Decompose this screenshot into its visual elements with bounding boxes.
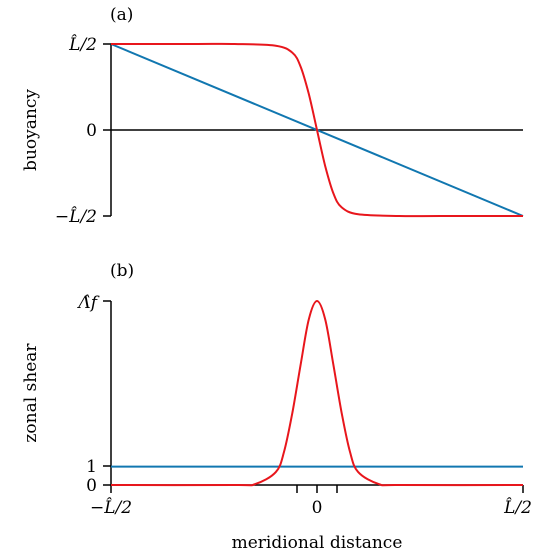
panel-b: (b) zonal shear Λ̂f 1 0 −L̂/2 0 L̂/2 mer… (21, 261, 532, 553)
panel-b-label: (b) (110, 261, 134, 281)
panel-a-label: (a) (110, 5, 133, 25)
panel-b-series-red (110, 299, 524, 487)
panel-a-ytick-label-top: L̂/2 (68, 35, 97, 55)
panel-a-ytick-label-bottom: −L̂/2 (55, 207, 97, 227)
panel-b-ytick-label-zero: 0 (86, 476, 97, 496)
x-tick-label-right: L̂/2 (503, 498, 532, 518)
panel-a-series-red (110, 42, 523, 218)
x-tick-label-center: 0 (312, 498, 323, 518)
panel-a-ylabel: buoyancy (21, 89, 41, 171)
panel-a-ytick-label-zero: 0 (86, 121, 97, 141)
panel-b-ytick-label-top: Λ̂f (76, 293, 99, 313)
x-tick-label-left: −L̂/2 (90, 498, 132, 518)
panel-b-ylabel: zonal shear (21, 343, 41, 443)
panel-a: (a) buoyancy L̂/2 0 −L̂/2 (21, 5, 524, 227)
panel-b-ytick-label-one: 1 (86, 457, 97, 477)
x-axis-label: meridional distance (232, 533, 403, 553)
